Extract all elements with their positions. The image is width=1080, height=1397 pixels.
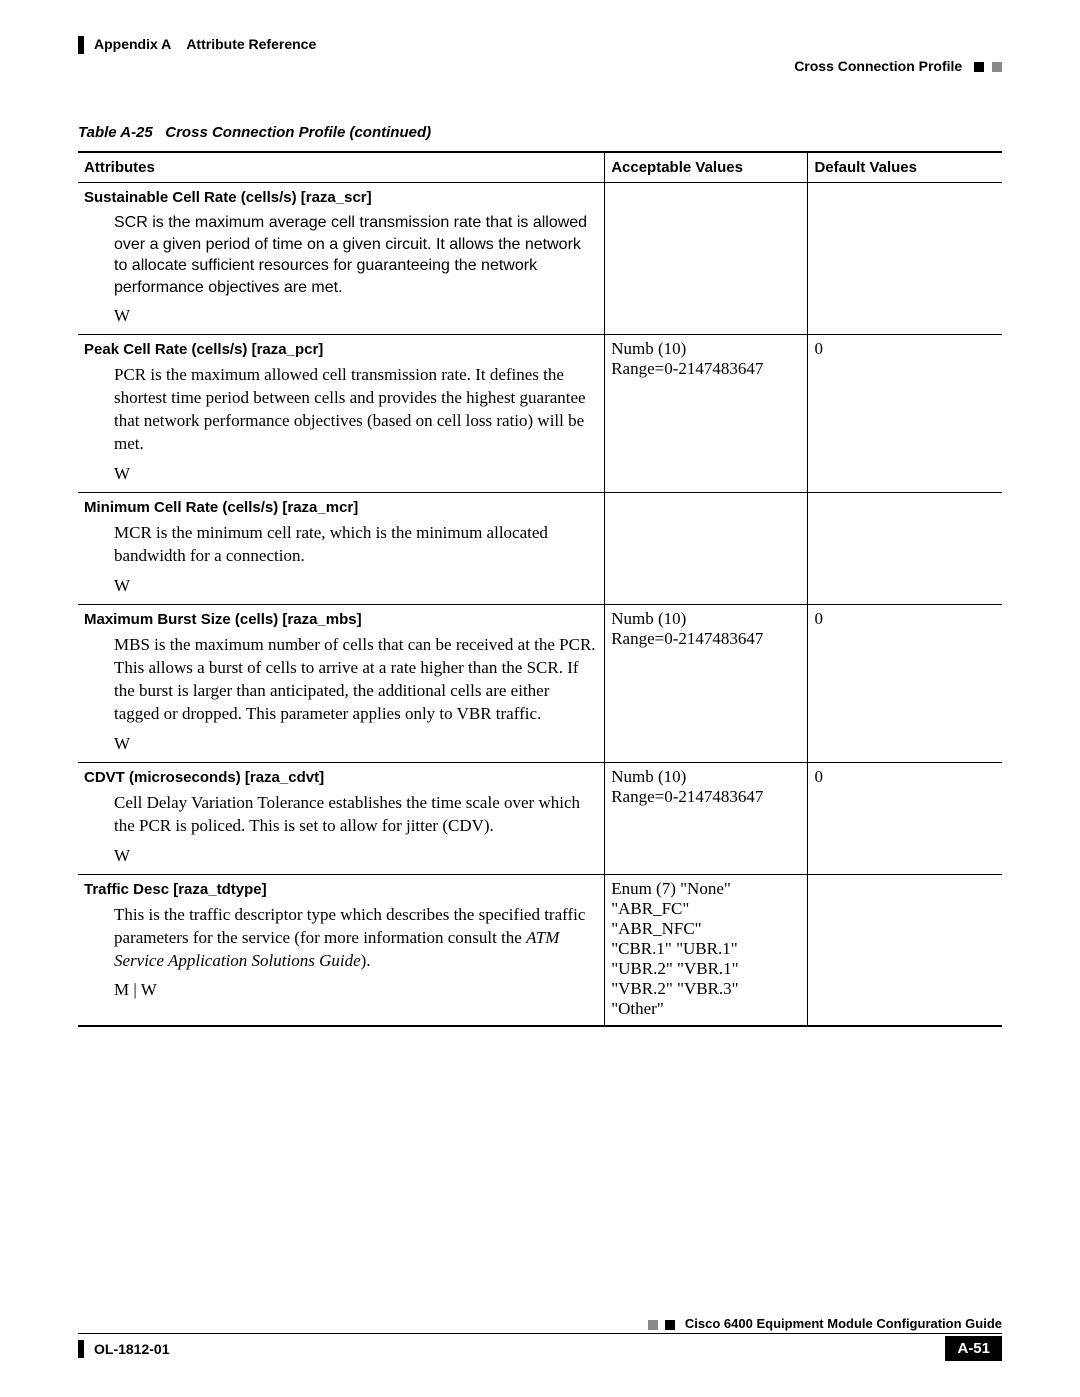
attr-title: Peak Cell Rate (cells/s) [raza_pcr] [84, 341, 598, 358]
attr-desc: MCR is the minimum cell rate, which is t… [114, 522, 598, 568]
table-caption: Table A-25 Cross Connection Profile (con… [78, 124, 1002, 141]
attr-flag: W [114, 464, 598, 484]
attribute-table: Attributes Acceptable Values Default Val… [78, 151, 1002, 1027]
col-default: Default Values [808, 152, 1002, 183]
appendix-label: Appendix A [94, 36, 171, 52]
default-values [808, 183, 1002, 335]
attr-flag: W [114, 846, 598, 866]
attr-flag: W [114, 576, 598, 596]
acceptable-values: Numb (10) Range=0-2147483647 [605, 762, 808, 874]
attr-title: Minimum Cell Rate (cells/s) [raza_mcr] [84, 499, 598, 516]
acceptable-values: Enum (7) "None" "ABR_FC" "ABR_NFC" "CBR.… [605, 874, 808, 1026]
attr-desc: PCR is the maximum allowed cell transmis… [114, 364, 598, 456]
footer-square-icon [665, 1320, 675, 1330]
attr-flag: M | W [114, 980, 598, 1000]
section-title: Cross Connection Profile [794, 58, 962, 74]
default-values [808, 874, 1002, 1026]
header-square-icon [974, 62, 984, 72]
footer-doc: OL-1812-01 [94, 1341, 169, 1357]
footer-guide: Cisco 6400 Equipment Module Configuratio… [685, 1316, 1002, 1331]
caption-id: Table A-25 [78, 124, 153, 141]
attr-desc: MBS is the maximum number of cells that … [114, 634, 598, 726]
section-header: Cross Connection Profile [78, 58, 1002, 74]
appendix-title: Attribute Reference [186, 36, 316, 52]
attr-desc: SCR is the maximum average cell transmis… [114, 212, 598, 298]
footer-rule [78, 1340, 84, 1358]
attr-desc: This is the traffic descriptor type whic… [114, 904, 598, 973]
page-number: A-51 [945, 1336, 1002, 1361]
attr-title: Sustainable Cell Rate (cells/s) [raza_sc… [84, 189, 598, 206]
acceptable-values: Numb (10) Range=0-2147483647 [605, 605, 808, 763]
default-values: 0 [808, 335, 1002, 493]
attr-title: Maximum Burst Size (cells) [raza_mbs] [84, 611, 598, 628]
footer-square-icon [648, 1320, 658, 1330]
attr-title: CDVT (microseconds) [raza_cdvt] [84, 769, 598, 786]
header-square-icon [992, 62, 1002, 72]
attr-title: Traffic Desc [raza_tdtype] [84, 881, 598, 898]
acceptable-values: Numb (10) Range=0-2147483647 [605, 335, 808, 493]
attr-desc: Cell Delay Variation Tolerance establish… [114, 792, 598, 838]
page-footer: Cisco 6400 Equipment Module Configuratio… [78, 1316, 1002, 1361]
page-header: Appendix A Attribute Reference [78, 30, 1002, 52]
attr-flag: W [114, 734, 598, 754]
col-acceptable: Acceptable Values [605, 152, 808, 183]
acceptable-values [605, 183, 808, 335]
attr-flag: W [114, 306, 598, 326]
caption-text: Cross Connection Profile (continued) [165, 124, 431, 141]
header-rule [78, 36, 84, 54]
col-attributes: Attributes [78, 152, 605, 183]
default-values: 0 [808, 762, 1002, 874]
default-values [808, 493, 1002, 605]
default-values: 0 [808, 605, 1002, 763]
acceptable-values [605, 493, 808, 605]
